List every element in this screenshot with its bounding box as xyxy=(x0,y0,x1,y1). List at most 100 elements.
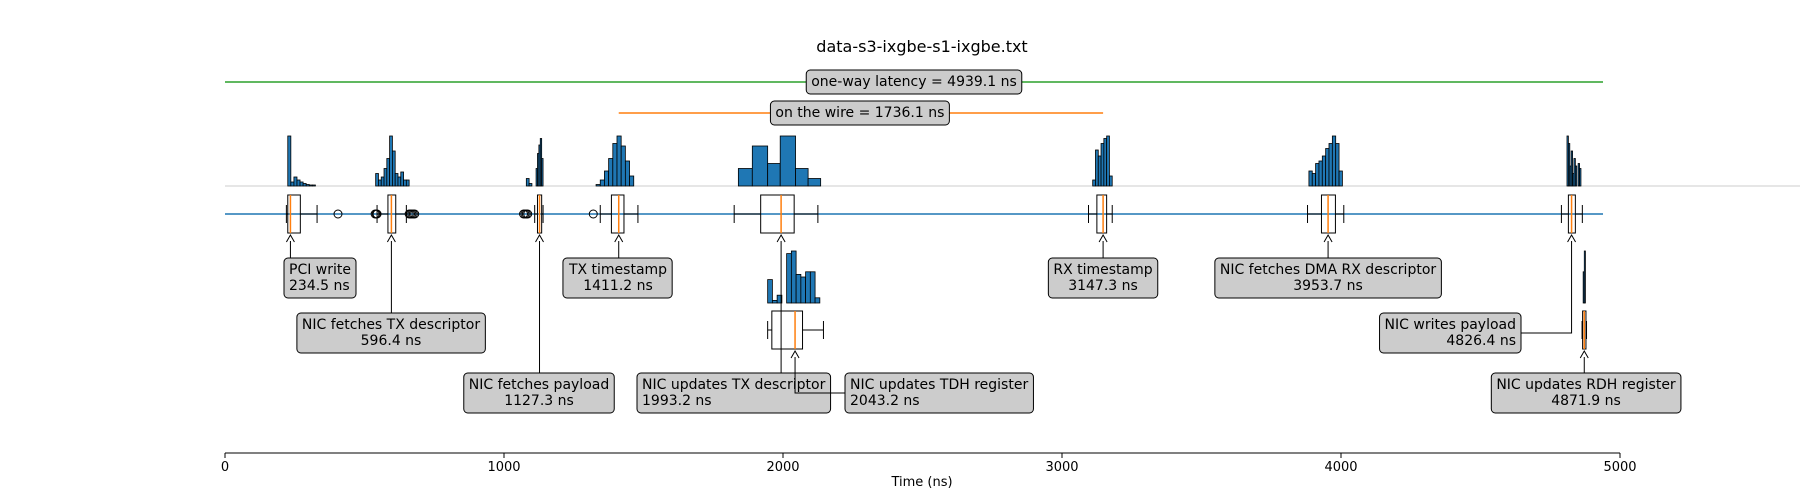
hist-bar xyxy=(1100,143,1105,187)
hist-bar xyxy=(629,175,635,187)
annotation-rx-timestamp-arrowhead xyxy=(1098,233,1108,243)
annotation-nic-fetches-tx-descriptor-text: NIC fetches TX descriptor 596.4 ns xyxy=(302,317,480,349)
annotation-nic-fetches-dma-rx-descriptor: NIC fetches DMA RX descriptor 3953.7 ns xyxy=(1214,257,1442,299)
annotation-nic-writes-payload-arrowhead xyxy=(1567,233,1577,243)
hist-bar xyxy=(302,183,307,187)
annotation-nic-writes-payload-text: NIC writes payload 4826.4 ns xyxy=(1385,317,1516,349)
annotation-nic-updates-rdh-register-line: 4871.9 ns xyxy=(1551,393,1621,409)
annotation-nic-fetches-payload-box xyxy=(463,372,615,414)
hist-bar xyxy=(403,179,407,187)
hist-bar xyxy=(612,143,618,187)
box-outlier xyxy=(410,209,420,219)
annotation-nic-fetches-tx-descriptor-line: NIC fetches TX descriptor xyxy=(302,317,480,333)
chart-title: data-s3-ixgbe-s1-ixgbe.txt xyxy=(816,37,1027,56)
hist-bar xyxy=(807,178,822,187)
annotation-tx-timestamp-line: 1411.2 ns xyxy=(583,278,653,294)
hist-bar xyxy=(311,184,316,187)
hist-bar xyxy=(779,135,796,187)
hist-bar xyxy=(624,160,630,187)
hist-bar xyxy=(1318,160,1323,187)
spans-layer: one-way latency = 4939.1 ns on the wire =… xyxy=(225,69,1604,126)
hist-bar xyxy=(290,181,295,187)
annotation-nic-fetches-payload-line: 1127.3 ns xyxy=(504,393,574,409)
span-label-0-line: one-way latency = 4939.1 ns xyxy=(811,74,1017,90)
annotation-nic-updates-tdh-register-line: NIC updates TDH register xyxy=(850,377,1028,393)
hist-bar xyxy=(386,158,391,187)
hist-bar xyxy=(1338,170,1343,187)
hist-bar xyxy=(1321,155,1327,187)
hist-bar xyxy=(805,271,811,304)
hist-bar xyxy=(383,168,388,187)
x-tick-label: 0 xyxy=(221,460,229,475)
annotation-nic-writes-payload-line: NIC writes payload xyxy=(1385,317,1516,333)
annotation-nic-updates-tdh-register-arrowhead xyxy=(790,349,800,359)
hist-bar xyxy=(599,179,605,187)
hist-bar xyxy=(771,299,778,304)
hist-bar xyxy=(293,176,298,187)
hist-bar xyxy=(1335,143,1340,187)
hist-bar xyxy=(287,135,292,187)
boxplot-layer xyxy=(225,194,1604,350)
annotation-nic-fetches-tx-descriptor: NIC fetches TX descriptor 596.4 ns xyxy=(296,312,486,354)
annotation-nic-updates-rdh-register: NIC updates RDH register 4871.9 ns xyxy=(1490,372,1682,414)
hist-bar xyxy=(1308,170,1313,187)
x-tick-label: 3000 xyxy=(1045,460,1078,475)
hist-bar xyxy=(595,184,601,187)
annotation-nic-updates-tx-descriptor-line: 1993.2 ns xyxy=(642,393,712,409)
hist-bar xyxy=(795,273,802,304)
hist-bar xyxy=(1574,165,1578,187)
annotation-nic-updates-tdh-register-line: 2043.2 ns xyxy=(850,393,920,409)
hist-bar xyxy=(1315,163,1320,187)
annotation-nic-updates-tdh-register-arrow xyxy=(794,357,845,394)
hist-bar xyxy=(790,250,797,304)
hist-bar xyxy=(1097,155,1102,187)
annotation-nic-fetches-tx-descriptor-arrowhead xyxy=(386,233,396,243)
annotation-pci-write-line: 234.5 ns xyxy=(289,278,350,294)
box-iqr xyxy=(610,194,625,234)
hist-bar xyxy=(525,178,530,187)
hist-bar xyxy=(604,170,610,187)
hist-bar xyxy=(1109,175,1113,187)
hist-bar xyxy=(1092,179,1096,187)
x-tick-label: 1000 xyxy=(487,460,520,475)
hist-bar xyxy=(814,297,821,304)
box-outlier xyxy=(523,209,533,219)
annotation-nic-fetches-dma-rx-descriptor-line: NIC fetches DMA RX descriptor xyxy=(1220,262,1437,278)
hist-bar xyxy=(800,276,806,304)
x-axis-label: Time (ns) xyxy=(890,475,952,490)
annotation-rx-timestamp-text: RX timestamp 3147.3 ns xyxy=(1053,262,1152,294)
hist-bar xyxy=(400,171,404,187)
hist-bar xyxy=(1095,149,1099,187)
hist-bar xyxy=(1311,173,1317,187)
annotation-rx-timestamp-line: RX timestamp xyxy=(1053,262,1152,278)
hist-bar xyxy=(1103,138,1108,187)
annotation-pci-write-text: PCI write 234.5 ns xyxy=(289,262,351,294)
annotation-nic-updates-tdh-register-text: NIC updates TDH register 2043.2 ns xyxy=(850,377,1028,409)
hist-bar xyxy=(296,179,301,187)
hist-bar xyxy=(737,168,753,187)
annotation-nic-updates-tx-descriptor-arrowhead xyxy=(776,233,786,243)
annotation-nic-fetches-dma-rx-descriptor-text: NIC fetches DMA RX descriptor 3953.7 ns xyxy=(1220,262,1437,294)
annotation-pci-write-arrowhead xyxy=(285,233,295,243)
annotation-nic-fetches-payload-line: NIC fetches payload xyxy=(469,377,609,393)
hist-bar xyxy=(1583,250,1586,304)
hist-bar xyxy=(751,145,769,187)
annotation-tx-timestamp-text: TX timestamp 1411.2 ns xyxy=(568,262,667,294)
annotation-nic-fetches-dma-rx-descriptor-arrowhead xyxy=(1323,233,1333,243)
hist-bar xyxy=(1567,143,1571,187)
histogram-layer xyxy=(287,135,1586,304)
hist-bar xyxy=(616,135,622,187)
hist-bar xyxy=(767,163,781,187)
hist-bar xyxy=(378,179,382,187)
annotation-nic-writes-payload-line: 4826.4 ns xyxy=(1446,333,1516,349)
annotation-nic-updates-rdh-register-text: NIC updates RDH register 4871.9 ns xyxy=(1496,377,1676,409)
annotation-tx-timestamp-line: TX timestamp xyxy=(568,262,667,278)
hist-bar xyxy=(809,271,816,304)
box-outlier xyxy=(588,209,598,219)
span-label-0-text: one-way latency = 4939.1 ns xyxy=(811,74,1017,90)
annotation-layer: PCI write 234.5 ns NIC fetches TX descript… xyxy=(283,233,1682,414)
annotation-nic-updates-tx-descriptor-line: NIC updates TX descriptor xyxy=(642,377,826,393)
box-outlier xyxy=(333,209,343,219)
annotation-nic-updates-rdh-register-arrowhead xyxy=(1579,349,1589,359)
